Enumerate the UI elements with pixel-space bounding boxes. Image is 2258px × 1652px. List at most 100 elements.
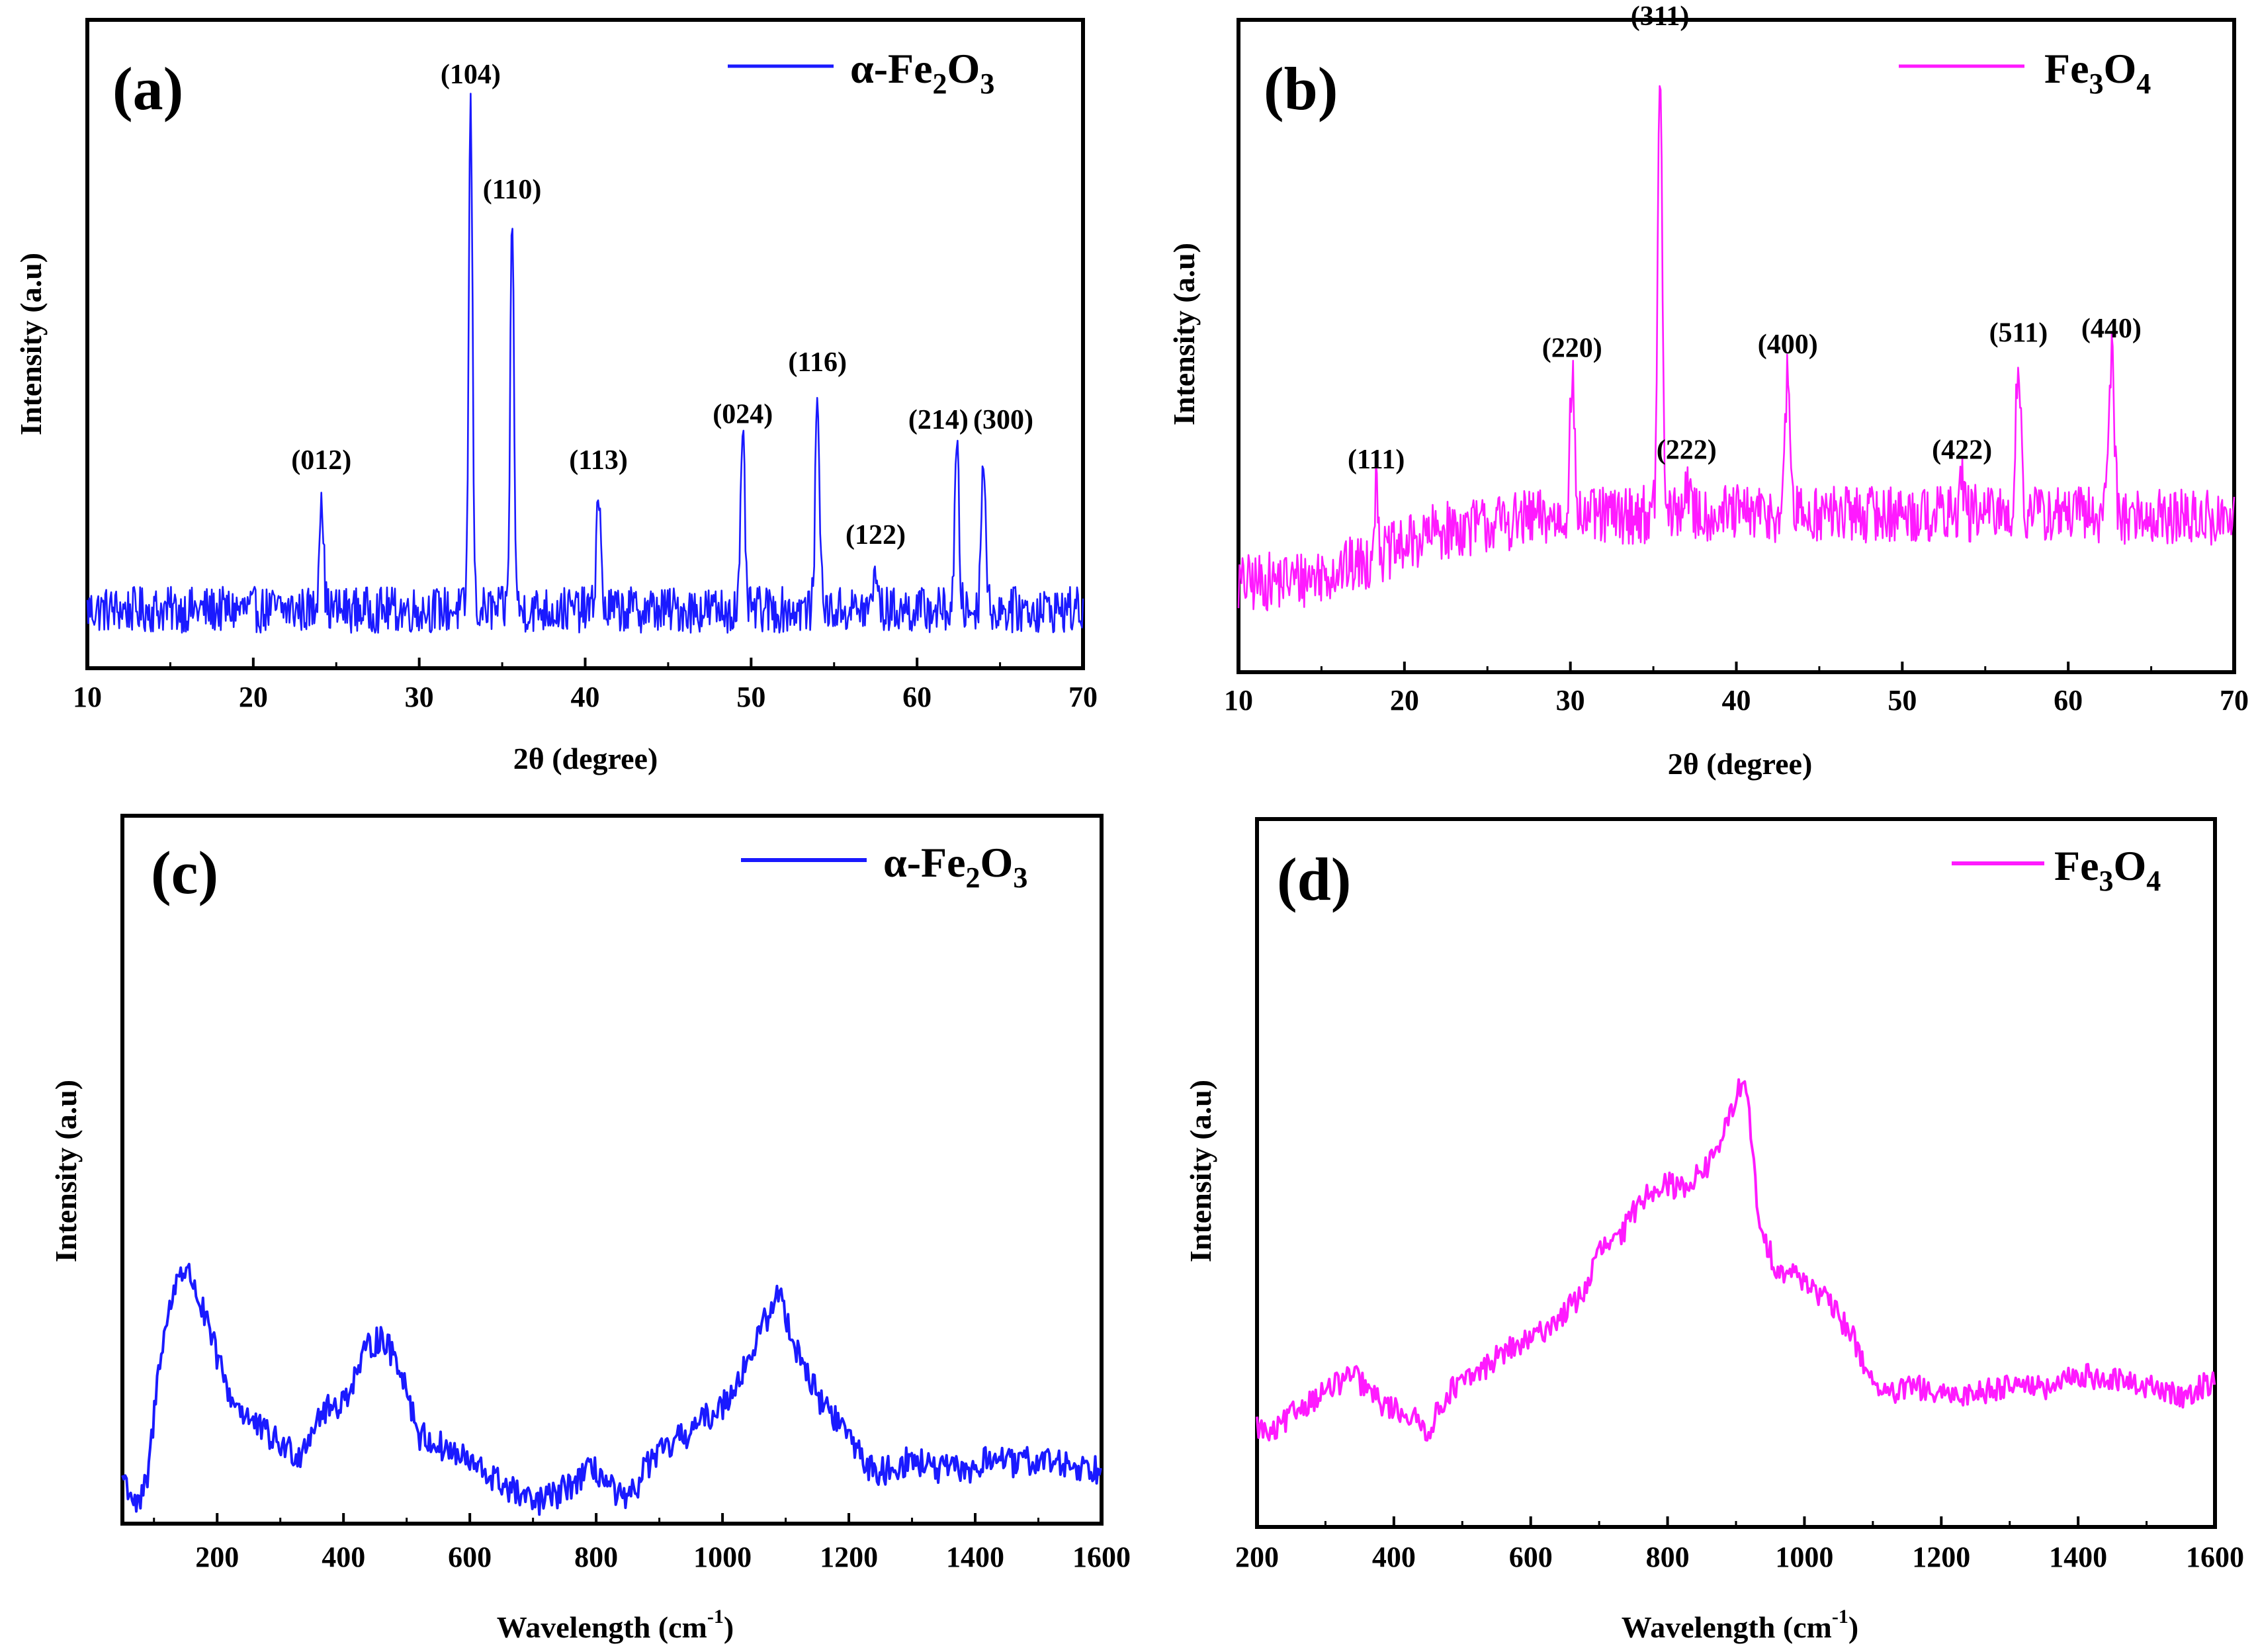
peak-labels: (111) (220) (311) (222) (400) (422) (511) (440)	[1348, 1, 2142, 475]
panel-d-raman-fe3o4: 200 400 600 800 1000 1200 1400 1600 (d) Fe3O4 W…	[1184, 817, 2244, 1644]
y-axis-title: Intensity (a.u)	[1167, 243, 1201, 425]
y-axis-title: Intensity (a.u)	[14, 253, 48, 435]
peak-label: (440)	[2081, 314, 2142, 344]
x-tick-label: 1400	[946, 1541, 1004, 1573]
peak-label: (111)	[1348, 445, 1405, 475]
panel-label: (b)	[1264, 55, 1338, 122]
legend-sub2: 3	[1013, 861, 1027, 894]
x-tick-label: 50	[1888, 684, 1917, 717]
panel-label: (d)	[1277, 846, 1351, 913]
x-tick-label: 60	[902, 681, 932, 713]
x-tick-label: 600	[1509, 1541, 1553, 1573]
panel-a-xrd-fe2o3: (012) (104) (110) (113) (024) (116) (122) (214)…	[14, 18, 1098, 775]
peak-label: (024)	[713, 399, 773, 429]
x-axis-title-main: Wavelength (cm	[1622, 1610, 1832, 1644]
legend-sub2: 4	[2146, 865, 2161, 897]
legend: Fe3O4	[1952, 842, 2161, 897]
x-tick-label: 70	[1068, 681, 1098, 713]
panel-label: (c)	[151, 839, 218, 906]
x-axis-title-sup: -1	[707, 1606, 724, 1628]
peak-labels: (012) (104) (110) (113) (024) (116) (122) (214)…	[291, 60, 1033, 550]
panel-label: (a)	[112, 55, 183, 122]
plot-frame	[120, 814, 1104, 1526]
legend-label: α-Fe2O3	[883, 839, 1027, 894]
peak-label: (113)	[569, 445, 628, 476]
x-axis-title: Wavelength (cm-1)	[497, 1606, 734, 1644]
legend-sub1: 3	[2089, 67, 2104, 100]
series-line	[1237, 85, 2236, 611]
series-line	[86, 93, 1084, 634]
x-tick-label: 10	[73, 681, 102, 713]
series-container	[1256, 1078, 2216, 1442]
legend-label: Fe3O4	[2054, 842, 2161, 897]
x-tick-label: 1600	[2186, 1541, 2244, 1573]
legend-sub2: 4	[2136, 67, 2151, 100]
legend-sub1: 2	[966, 861, 980, 894]
plot-frame	[1237, 18, 2236, 674]
peak-label: (422)	[1932, 435, 1992, 466]
peak-label: (300)	[973, 405, 1033, 435]
legend-mid: O	[2114, 842, 2147, 889]
peak-label: (214)	[908, 405, 969, 435]
legend-prefix: Fe	[2044, 45, 2089, 92]
legend: α-Fe2O3	[741, 839, 1027, 894]
peak-label: (116)	[788, 347, 847, 378]
x-axis-title-sup: -1	[1832, 1606, 1848, 1628]
x-tick-label: 20	[1390, 684, 1419, 717]
plot-frame	[85, 18, 1085, 670]
x-tick-label: 1200	[820, 1541, 878, 1573]
x-tick-label: 40	[571, 681, 600, 713]
series-line	[1256, 1078, 2216, 1442]
x-tick-label: 1000	[1775, 1541, 1833, 1573]
legend-prefix: α-Fe	[883, 839, 966, 886]
panel-c-raman-fe2o3: 200 400 600 800 1000 1200 1400 1600 (c) α-Fe2O3…	[49, 814, 1131, 1644]
x-tick-label: 600	[448, 1541, 492, 1573]
peak-label: (222)	[1657, 435, 1717, 466]
legend-sub1: 2	[933, 67, 947, 100]
y-axis-title: Intensity (a.u)	[1184, 1080, 1217, 1262]
legend-sub1: 3	[2099, 865, 2114, 897]
peak-label: (311)	[1631, 1, 1690, 32]
x-axis-title-end: )	[1848, 1610, 1858, 1644]
x-tick-label: 1200	[1912, 1541, 1970, 1573]
x-tick-label: 50	[736, 681, 765, 713]
x-axis-ticks: 10 20 30 40 50 60 70	[1224, 662, 2249, 717]
x-axis-ticks: 200 400 600 800 1000 1200 1400 1600	[1235, 1516, 2244, 1573]
legend-mid: O	[980, 839, 1014, 886]
x-axis-ticks: 10 20 30 40 50 60 70	[73, 658, 1098, 713]
x-tick-label: 10	[1224, 684, 1253, 717]
legend: Fe3O4	[1899, 45, 2151, 100]
x-tick-label: 1400	[2049, 1541, 2107, 1573]
legend-label: Fe3O4	[2044, 45, 2151, 100]
x-tick-label: 30	[405, 681, 434, 713]
x-tick-label: 30	[1556, 684, 1585, 717]
series-container	[86, 93, 1084, 634]
x-tick-label: 1000	[693, 1541, 752, 1573]
peak-label: (104)	[441, 60, 501, 90]
legend-mid: O	[947, 45, 980, 92]
x-tick-label: 40	[1722, 684, 1751, 717]
x-tick-label: 200	[195, 1541, 239, 1573]
x-axis-title: 2θ (degree)	[513, 742, 658, 775]
legend-sub2: 3	[980, 67, 994, 100]
x-tick-label: 200	[1235, 1541, 1279, 1573]
y-axis-title: Intensity (a.u)	[49, 1080, 83, 1262]
peak-label: (110)	[483, 175, 542, 205]
x-tick-label: 800	[1646, 1541, 1690, 1573]
series-container	[121, 1262, 1102, 1516]
legend: α-Fe2O3	[728, 45, 994, 100]
legend-label: α-Fe2O3	[850, 45, 994, 100]
legend-mid: O	[2104, 45, 2137, 92]
peak-label: (511)	[1989, 318, 2048, 348]
x-tick-label: 20	[239, 681, 268, 713]
x-axis-title-end: )	[724, 1610, 734, 1644]
x-tick-label: 70	[2220, 684, 2249, 717]
x-axis-ticks: 200 400 600 800 1000 1200 1400 1600	[153, 1513, 1131, 1573]
legend-prefix: Fe	[2054, 842, 2099, 889]
x-tick-label: 800	[574, 1541, 618, 1573]
x-tick-label: 1600	[1072, 1541, 1131, 1573]
x-tick-label: 400	[322, 1541, 365, 1573]
legend-prefix: α-Fe	[850, 45, 933, 92]
x-axis-title: 2θ (degree)	[1668, 747, 1813, 781]
